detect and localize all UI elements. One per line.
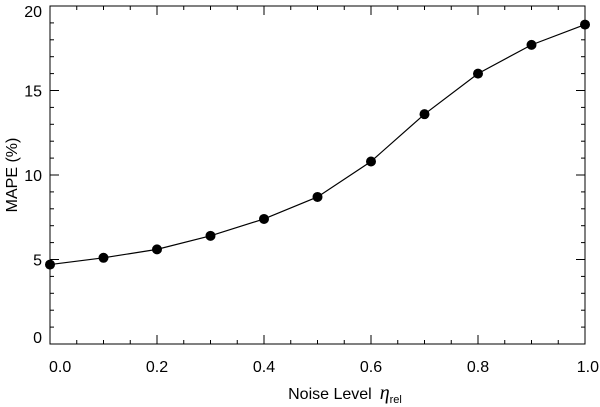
data-point [152, 244, 162, 255]
x-axis-title-text: Noise Level [288, 386, 372, 403]
y-tick-label: 0 [33, 330, 42, 347]
y-axis-title: MAPE (%) [4, 138, 21, 213]
x-axis-title-subscript: rel [390, 394, 402, 406]
minor-ticks [49, 5, 586, 345]
y-tick-label: 15 [24, 84, 42, 101]
y-tick-label: 5 [33, 253, 42, 270]
y-tick-label: 20 [24, 4, 42, 21]
x-tick-label: 0.0 [49, 359, 71, 376]
x-tick-label: 0.2 [146, 359, 168, 376]
major-ticks [49, 5, 586, 345]
data-point [580, 19, 590, 30]
plot-frame [49, 5, 586, 345]
data-point [45, 259, 55, 270]
series-layer [45, 19, 590, 270]
x-tick-label: 0.4 [253, 359, 275, 376]
data-point [259, 213, 269, 224]
data-point [366, 156, 376, 167]
y-tick-label: 10 [24, 168, 42, 185]
data-point [526, 39, 537, 50]
data-point [98, 252, 109, 263]
y-tick-labels: 0 5 10 15 20 [24, 4, 42, 347]
data-point [205, 230, 216, 241]
x-tick-label: 0.6 [360, 359, 382, 376]
x-axis-title-eta: η [380, 382, 390, 404]
x-axis-title: Noise Level ηrel [288, 382, 402, 406]
data-point [312, 191, 323, 202]
x-tick-label: 1.0 [577, 359, 599, 376]
x-tick-labels: 0.0 0.2 0.4 0.6 0.8 1.0 [49, 359, 599, 376]
data-point [473, 68, 483, 79]
series-line [49, 24, 586, 266]
data-point [419, 109, 430, 120]
x-tick-label: 0.8 [467, 359, 489, 376]
